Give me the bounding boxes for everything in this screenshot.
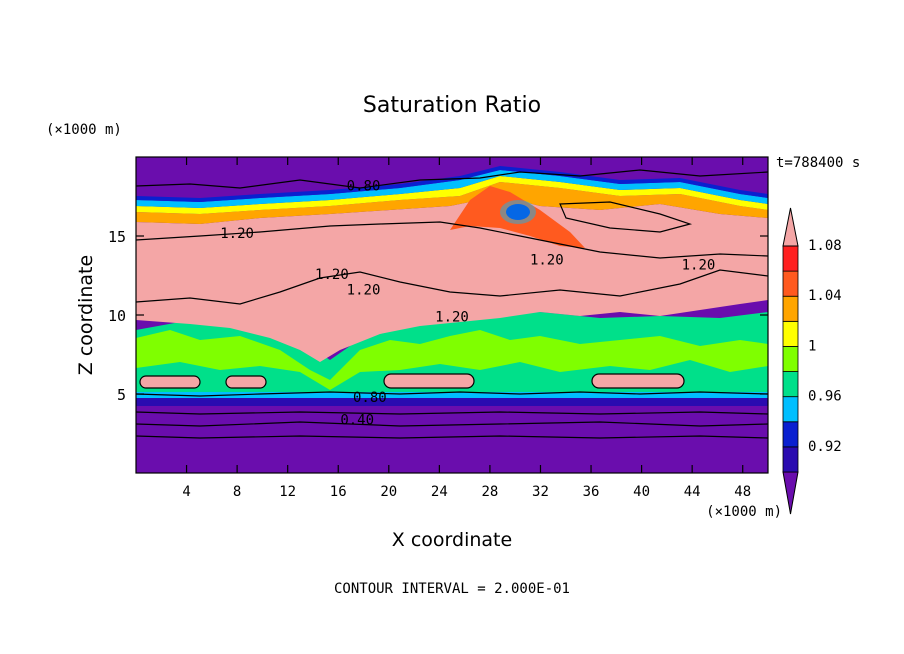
x-axis-title: X coordinate [392,529,512,551]
lump-2 [225,375,267,389]
colorbar: 1.08 1.04 1 0.96 0.92 [782,207,842,515]
chart-title: Saturation Ratio [363,93,541,118]
colorbar-label: 0.92 [808,439,842,455]
contour-label: 1.20 [220,226,254,242]
x-tick-label: 12 [279,484,296,500]
colorbar-lower-extend [782,471,799,515]
blue-core [506,204,530,220]
colorbar-upper-extend [782,207,799,247]
colorbar-swatch [782,421,799,448]
x-tick-label: 28 [481,484,498,500]
plot-area [136,157,768,473]
lower-band-dark [136,398,768,406]
colorbar-swatch [782,446,799,473]
y-axis: 5 10 15 [108,228,768,404]
colorbar-swatch [782,346,799,372]
colorbar-swatch [782,320,799,347]
time-label: t=788400 s [776,155,860,171]
colorbar-swatch [782,371,799,398]
x-tick-label: 8 [233,484,241,500]
x-tick-label: 44 [684,484,701,500]
x-tick-label: 4 [182,484,190,500]
mid-layer-lime [136,330,768,390]
y-unit-label: (×1000 m) [46,122,122,138]
contour-lines [136,169,768,439]
lump-3 [383,373,475,389]
colorbar-swatch [782,270,799,297]
colorbar-swatch [782,245,799,272]
contour-label: 0.80 [353,390,387,406]
upper-band-yellow [136,176,768,214]
lump-4 [591,373,685,389]
x-tick-label: 16 [330,484,347,500]
upper-band-blue [136,166,768,202]
colorbar-swatch [782,295,799,322]
y-axis-title: Z coordinate [75,255,97,375]
upper-band-cyan [136,170,768,208]
contour-label: 0.40 [340,412,374,428]
x-tick-label: 48 [734,484,751,500]
colorbar-label: 0.96 [808,389,842,405]
x-tick-label: 40 [633,484,650,500]
upper-pink-region [136,196,768,362]
lump-1 [139,375,201,389]
contour-label-layer: 0.801.201.201.201.201.20 1.200.800.40 [220,178,715,428]
colorbar-label: 1.08 [808,238,842,254]
upper-band-orange [136,182,768,224]
y-tick-label: 10 [108,307,126,325]
x-unit-label: (×1000 m) [706,504,782,520]
y-tick-label: 15 [108,228,126,246]
contour-label: 1.20 [435,310,469,326]
cyan-core [500,200,536,224]
colorbar-label: 1 [808,338,816,354]
contour-label: 0.80 [347,178,381,194]
colorbar-swatch [782,396,799,423]
contour-label: 1.20 [682,257,716,273]
x-tick-label: 24 [431,484,448,500]
contour-label: 1.20 [315,267,349,283]
contour-label: 1.20 [347,283,381,299]
x-axis: 4 8 12 16 20 24 28 32 36 40 44 48 [182,157,751,500]
y-tick-label: 5 [117,386,126,404]
contour-interval-label: CONTOUR INTERVAL = 2.000E-01 [334,581,570,597]
x-tick-label: 20 [380,484,397,500]
colorbar-label: 1.04 [808,288,842,304]
x-tick-label: 36 [583,484,600,500]
x-tick-label: 32 [532,484,549,500]
contour-label: 1.20 [530,253,564,269]
